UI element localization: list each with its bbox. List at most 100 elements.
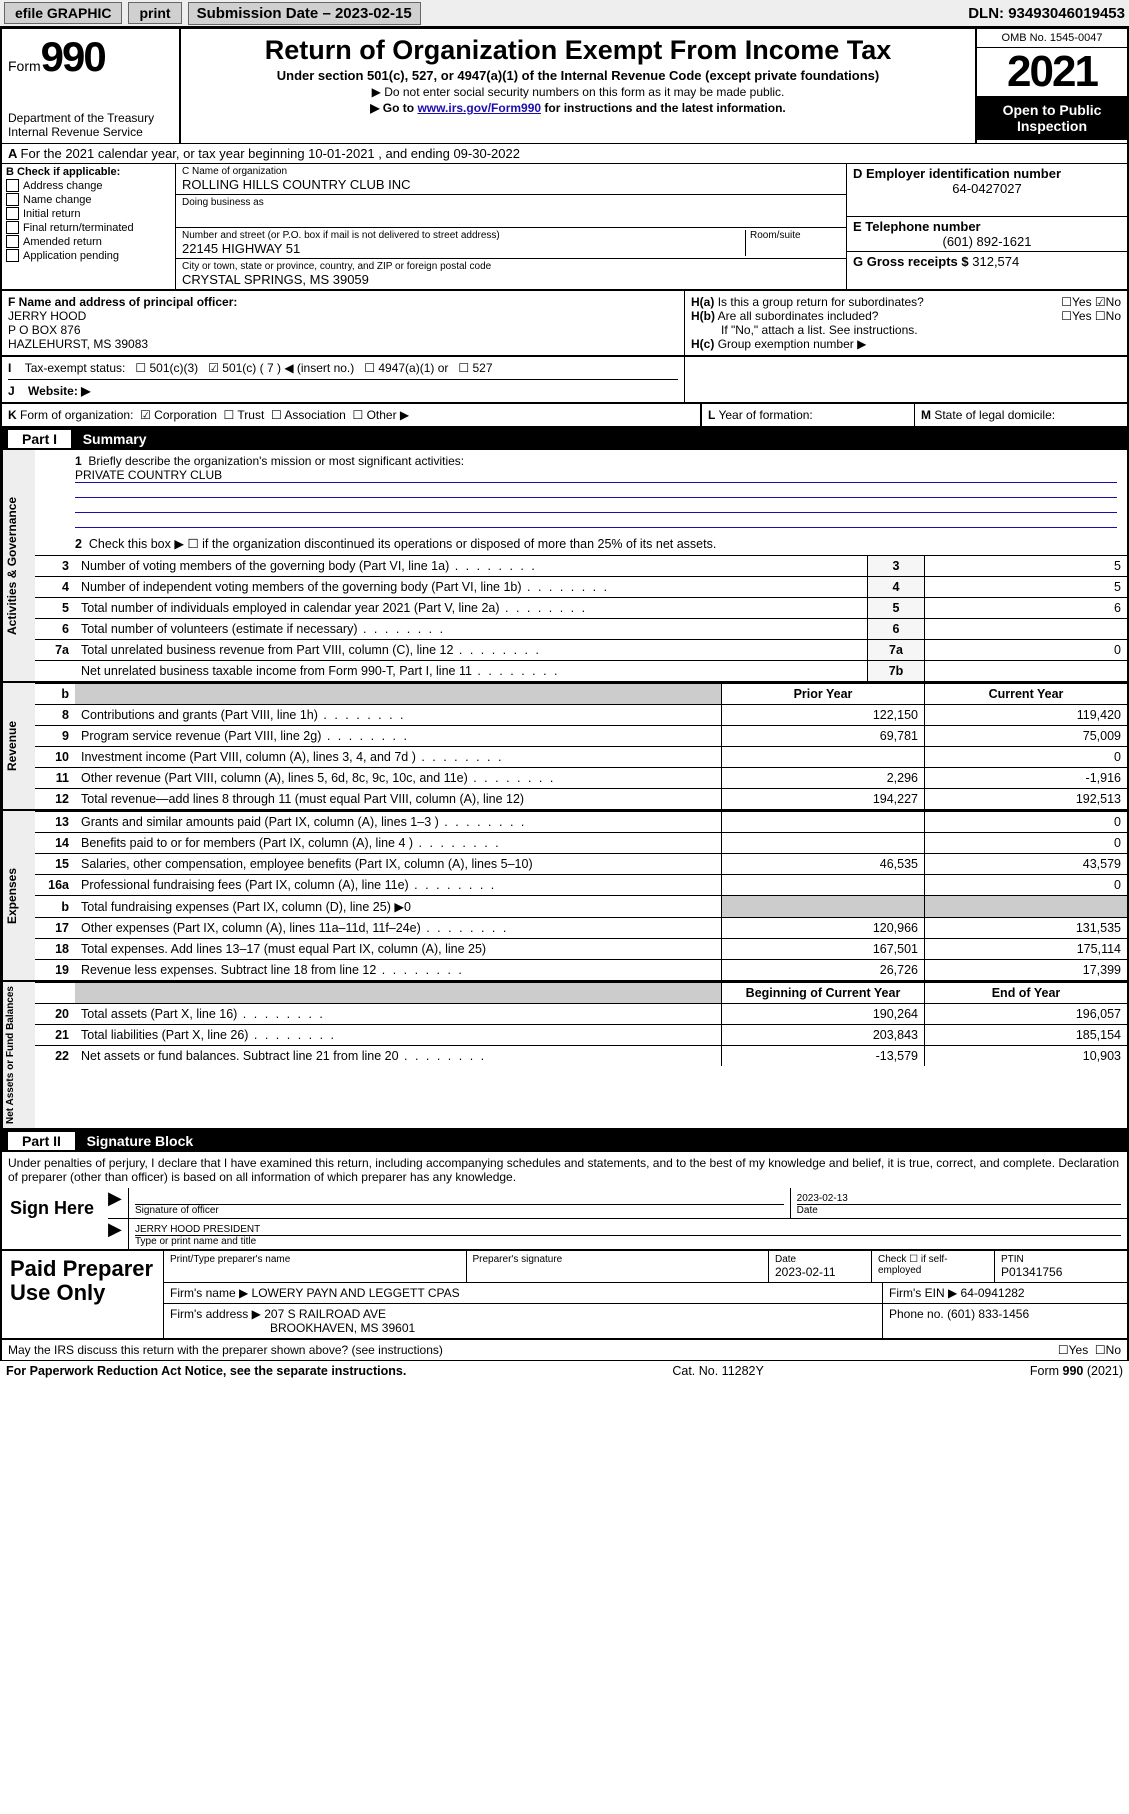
paid-row-1: Print/Type preparer's name Preparer's si… <box>163 1251 1127 1283</box>
hb-note: If "No," attach a list. See instructions… <box>691 323 1121 337</box>
hb-yesno[interactable]: ☐Yes ☐No <box>1061 309 1121 323</box>
form-990: 990 <box>41 33 105 80</box>
sec-balances: Net Assets or Fund Balances Beginning of… <box>2 980 1127 1128</box>
table-row: 21Total liabilities (Part X, line 26)203… <box>35 1025 1127 1046</box>
sec-revenue: Revenue bPrior YearCurrent Year 8Contrib… <box>2 681 1127 809</box>
org-name-cell: C Name of organization ROLLING HILLS COU… <box>176 164 846 195</box>
box-b-label: B Check if applicable: <box>6 166 171 178</box>
paid-preparer-table: Print/Type preparer's name Preparer's si… <box>163 1251 1127 1338</box>
box-i: I Tax-exempt status: ☐ 501(c)(3) ☑ 501(c… <box>2 357 685 402</box>
chk-name-change[interactable]: Name change <box>6 193 171 206</box>
opt-corp[interactable]: Corporation <box>154 408 217 422</box>
box-k: K Form of organization: ☑ Corporation ☐ … <box>2 404 701 426</box>
room-label: Room/suite <box>750 230 840 241</box>
table-row: 11Other revenue (Part VIII, column (A), … <box>35 768 1127 789</box>
arrow-icon: ▶ <box>108 1188 128 1218</box>
part2-title: Signature Block <box>87 1133 194 1149</box>
header-mid: Return of Organization Exempt From Incom… <box>181 29 975 143</box>
chk-final[interactable]: Final return/terminated <box>6 221 171 234</box>
form-header: Form990 Department of the Treasury Inter… <box>0 27 1129 143</box>
opt-501c[interactable]: 501(c) ( 7 ) ◀ (insert no.) <box>222 361 354 375</box>
paid-preparer-label: Paid Preparer Use Only <box>2 1251 163 1338</box>
box-l: L Year of formation: <box>701 404 914 426</box>
city-val: CRYSTAL SPRINGS, MS 39059 <box>182 272 840 287</box>
table-row: Net unrelated business taxable income fr… <box>35 661 1127 682</box>
sign-right: ▶ Signature of officer 2023-02-13 Date ▶… <box>108 1188 1127 1249</box>
chk-amended[interactable]: Amended return <box>6 235 171 248</box>
h-a-row: H(a) Is this a group return for subordin… <box>691 295 1121 309</box>
box-j: J Website: ▶ <box>8 379 678 398</box>
efile-button[interactable]: efile GRAPHIC <box>4 2 122 24</box>
chk-addr-change[interactable]: Address change <box>6 179 171 192</box>
officer-name: JERRY HOOD <box>8 309 678 323</box>
ein-label: D Employer identification number <box>853 166 1121 181</box>
omb-number: OMB No. 1545-0047 <box>977 29 1127 48</box>
row-fh: F Name and address of principal officer:… <box>0 291 1129 357</box>
sign-here-label: Sign Here <box>2 1188 108 1249</box>
line2: 2 Check this box ▶ ☐ if the organization… <box>35 532 1127 555</box>
sec-expenses: Expenses 13Grants and similar amounts pa… <box>2 809 1127 980</box>
city-cell: City or town, state or province, country… <box>176 259 846 289</box>
phone-cell: E Telephone number (601) 892-1621 <box>847 217 1127 252</box>
col-right: D Employer identification number 64-0427… <box>846 164 1127 289</box>
part2-label: Part II <box>8 1132 75 1150</box>
chk-pending[interactable]: Application pending <box>6 249 171 262</box>
header-left: Form990 Department of the Treasury Inter… <box>2 29 181 143</box>
box-b: B Check if applicable: Address change Na… <box>2 164 176 289</box>
form990-link[interactable]: www.irs.gov/Form990 <box>417 101 541 115</box>
submission-date-block: Submission Date – 2023-02-15 <box>188 5 421 22</box>
table-row: 6Total number of volunteers (estimate if… <box>35 619 1127 640</box>
opt-4947[interactable]: 4947(a)(1) or <box>378 361 448 375</box>
form-ref: Form 990 (2021) <box>1030 1364 1123 1378</box>
self-employed-check[interactable]: Check ☐ if self-employed <box>871 1251 994 1282</box>
line-a-text: For the 2021 calendar year, or tax year … <box>21 146 520 161</box>
arrow-icon: ▶ <box>108 1219 128 1249</box>
dba-label: Doing business as <box>182 197 840 208</box>
h-b-row: H(b) Are all subordinates included? ☐Yes… <box>691 309 1121 323</box>
open-public: Open to Public Inspection <box>977 96 1127 140</box>
dln: DLN: 93493046019453 <box>968 5 1125 22</box>
gross-cell: G Gross receipts $ 312,574 <box>847 252 1127 271</box>
gross-label: G Gross receipts $ <box>853 254 969 269</box>
sig-date-cell: 2023-02-13 Date <box>790 1188 1127 1218</box>
discuss-row: May the IRS discuss this return with the… <box>0 1340 1129 1360</box>
side-governance: Activities & Governance <box>2 450 35 681</box>
ein-cell: D Employer identification number 64-0427… <box>847 164 1127 217</box>
mission-block: 1 Briefly describe the organization's mi… <box>35 450 1127 532</box>
opt-other[interactable]: Other ▶ <box>367 408 410 422</box>
dba-cell: Doing business as <box>176 195 846 228</box>
table-row: 16aProfessional fundraising fees (Part I… <box>35 875 1127 896</box>
opt-501c3[interactable]: 501(c)(3) <box>150 361 199 375</box>
firm-addr1: 207 S RAILROAD AVE <box>264 1307 386 1321</box>
paid-preparer-block: Paid Preparer Use Only Print/Type prepar… <box>0 1251 1129 1340</box>
sig-name-cell: JERRY HOOD PRESIDENT Type or print name … <box>128 1219 1127 1249</box>
firm-addr2: BROOKHAVEN, MS 39601 <box>170 1321 876 1335</box>
cat-no: Cat. No. 11282Y <box>672 1364 764 1378</box>
box-f: F Name and address of principal officer:… <box>2 291 684 355</box>
print-button[interactable]: print <box>128 2 181 24</box>
table-row: 22Net assets or fund balances. Subtract … <box>35 1046 1127 1067</box>
sig-officer-cell[interactable]: Signature of officer <box>128 1188 790 1218</box>
side-expenses: Expenses <box>2 811 35 980</box>
box-c: C Name of organization ROLLING HILLS COU… <box>176 164 846 289</box>
addr-label: Number and street (or P.O. box if mail i… <box>182 230 745 241</box>
opt-assoc[interactable]: Association <box>284 408 345 422</box>
sec-governance: Activities & Governance 1 Briefly descri… <box>2 450 1127 681</box>
ha-yesno[interactable]: ☐Yes ☑No <box>1061 295 1121 309</box>
side-balances: Net Assets or Fund Balances <box>2 982 35 1128</box>
table-row: 20Total assets (Part X, line 16)190,2641… <box>35 1004 1127 1025</box>
side-revenue: Revenue <box>2 683 35 809</box>
chk-initial[interactable]: Initial return <box>6 207 171 220</box>
discuss-yesno[interactable]: ☐Yes ☐No <box>1058 1343 1121 1357</box>
opt-527[interactable]: 527 <box>472 361 492 375</box>
goto-pre: ▶ Go to <box>370 101 417 115</box>
subtitle-2: ▶ Do not enter social security numbers o… <box>191 85 965 99</box>
table-row: 12Total revenue—add lines 8 through 11 (… <box>35 789 1127 810</box>
phone-label: E Telephone number <box>853 219 1121 234</box>
table-row: 8Contributions and grants (Part VIII, li… <box>35 705 1127 726</box>
part1-label: Part I <box>8 430 71 448</box>
h-c-row: H(c) Group exemption number ▶ <box>691 337 1121 351</box>
form-number: Form990 <box>8 33 173 81</box>
opt-trust[interactable]: Trust <box>237 408 264 422</box>
box-h-spill <box>685 357 1127 402</box>
